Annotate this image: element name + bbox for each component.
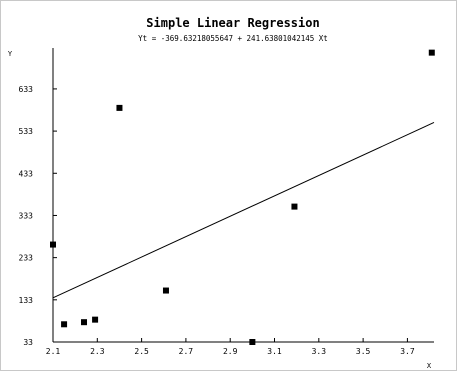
x-tick-label: 2.9 (223, 347, 238, 356)
y-tick-label: 233 (19, 254, 34, 263)
data-points (50, 49, 435, 345)
x-axis-label: X (427, 362, 432, 370)
data-point (428, 49, 435, 56)
data-point (92, 316, 99, 323)
data-point (81, 319, 88, 326)
x-tick-label: 2.1 (46, 347, 61, 356)
x-tick-label: 3.3 (312, 347, 327, 356)
y-axis-label: Y (8, 50, 13, 58)
x-tick-label: 3.7 (400, 347, 415, 356)
x-tick-label: 2.7 (179, 347, 194, 356)
data-point (291, 203, 298, 210)
data-point (249, 339, 256, 345)
y-tick-label: 133 (19, 296, 34, 305)
x-tick-label: 3.5 (356, 347, 371, 356)
regression-line-group (52, 122, 435, 299)
regression-line (52, 122, 435, 299)
axes: 33 133 233 333 433 533 633 2.1 2.3 2.5 2.7 2.9 3.1 3.… (19, 48, 434, 356)
chart-subtitle: Yt = -369.63218055647 + 241.63801042145 … (138, 34, 328, 43)
data-point (61, 321, 68, 328)
x-tick-label: 2.3 (90, 347, 105, 356)
data-point (116, 104, 123, 111)
y-tick-label: 633 (19, 85, 34, 94)
chart-title: Simple Linear Regression (146, 16, 319, 30)
y-tick-label: 333 (19, 211, 34, 220)
y-tick-label: 33 (23, 338, 33, 347)
data-point (50, 241, 56, 248)
y-tick-label: 433 (19, 169, 34, 178)
x-tick-label: 2.5 (134, 347, 149, 356)
data-point (162, 287, 169, 294)
x-tick-label: 3.1 (267, 347, 282, 356)
y-tick-label: 533 (19, 127, 34, 136)
